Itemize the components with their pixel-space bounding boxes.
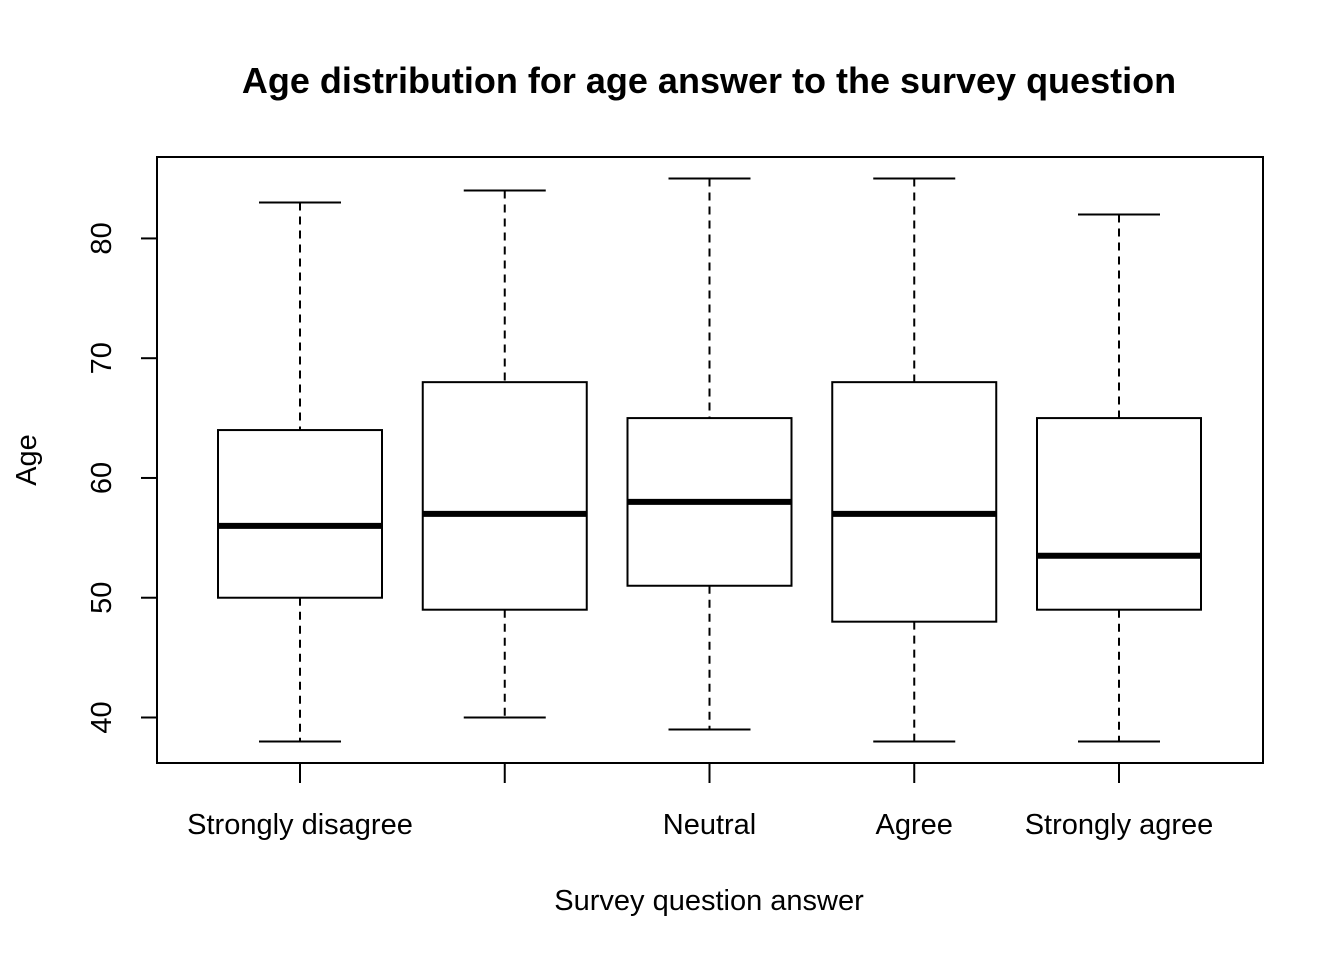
iqr-box	[831, 381, 998, 623]
y-tick-label-40: 40	[86, 701, 118, 733]
box-1	[421, 189, 588, 719]
iqr-box	[1036, 417, 1202, 611]
x-axis-label: Survey question answer	[554, 885, 864, 917]
box-3	[831, 177, 998, 743]
x-tick-label-3: Agree	[876, 809, 953, 841]
box-0	[217, 201, 383, 743]
y-tick-label-80: 80	[86, 222, 118, 254]
x-tick-label-4: Strongly agree	[1025, 809, 1214, 841]
x-tick-label-0: Strongly disagree	[187, 809, 413, 841]
y-tick-label-50: 50	[86, 582, 118, 614]
box-4	[1036, 213, 1202, 743]
x-tick-label-2: Neutral	[663, 809, 757, 841]
y-tick-label-70: 70	[86, 342, 118, 374]
y-axis: 40 50 60 70 80	[86, 222, 157, 734]
x-axis: Strongly disagree Neutral Agree Strongly ag…	[187, 763, 1213, 841]
y-tick-label-60: 60	[86, 462, 118, 494]
chart-title: Age distribution for age answer to the s…	[242, 60, 1176, 101]
box-2	[626, 177, 793, 731]
iqr-box	[421, 381, 588, 611]
box-series	[217, 177, 1202, 743]
y-axis-label: Age	[11, 434, 43, 486]
iqr-box	[217, 429, 383, 599]
